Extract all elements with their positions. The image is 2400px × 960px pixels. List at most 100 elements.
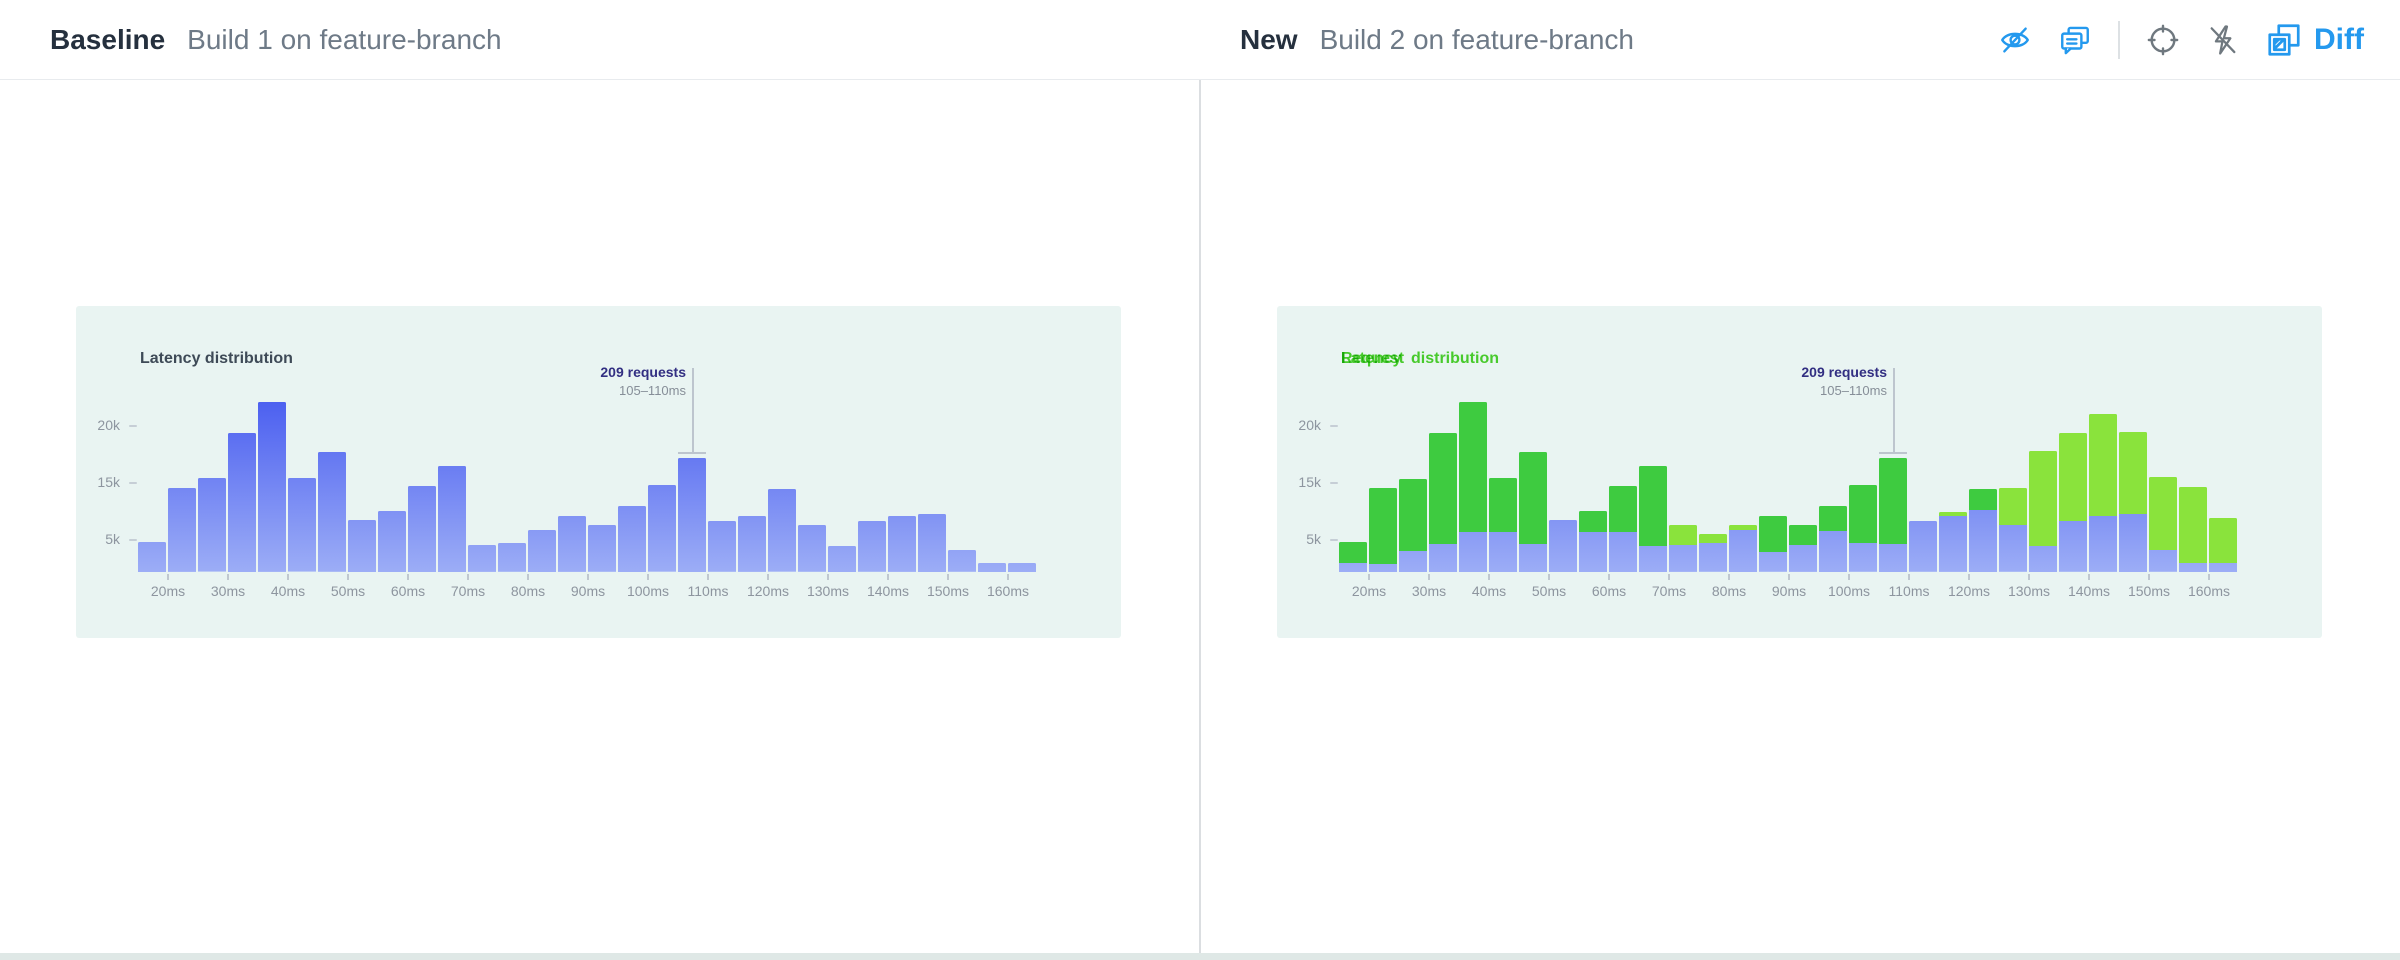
annotation-range: 105–110ms bbox=[1820, 383, 1887, 398]
diff-histogram-bar bbox=[2209, 517, 2237, 572]
diff-histogram-bar bbox=[1999, 488, 2027, 572]
crosshair-icon[interactable] bbox=[2146, 23, 2180, 57]
diff-changed-segment bbox=[2149, 477, 2177, 551]
x-axis-label: 40ms bbox=[270, 583, 306, 599]
toolbar: Diff bbox=[1998, 0, 2364, 80]
x-axis-label: 20ms bbox=[1351, 583, 1387, 599]
y-axis-tick bbox=[1330, 539, 1338, 541]
x-axis-label: 50ms bbox=[330, 583, 366, 599]
x-axis-tick bbox=[1428, 574, 1430, 580]
diff-changed-segment bbox=[1609, 485, 1637, 532]
histogram-bar bbox=[618, 505, 646, 572]
histogram-bar bbox=[588, 525, 616, 572]
x-axis-tick bbox=[707, 574, 709, 580]
x-axis-label: 60ms bbox=[1591, 583, 1627, 599]
histogram-bar bbox=[648, 485, 676, 572]
x-axis-tick bbox=[1368, 574, 1370, 580]
zap-off-icon[interactable] bbox=[2206, 23, 2240, 57]
x-axis-label: 140ms bbox=[866, 583, 910, 599]
bar-overlap-segment bbox=[1609, 532, 1637, 572]
eye-off-icon[interactable] bbox=[1998, 23, 2032, 57]
diff-changed-segment bbox=[1489, 478, 1517, 532]
diff-histogram-bar bbox=[1699, 533, 1727, 572]
chart-title-new-word: Request bbox=[1341, 350, 1405, 367]
x-axis-tick bbox=[1548, 574, 1550, 580]
diff-changed-segment bbox=[2059, 432, 2087, 522]
bottom-edge-strip bbox=[0, 953, 2400, 960]
x-axis-tick bbox=[2148, 574, 2150, 580]
bar-overlap-segment bbox=[2149, 550, 2177, 572]
diff-histogram-bar bbox=[1909, 521, 1937, 572]
chart-title: Latency distribution bbox=[140, 350, 293, 367]
diff-histogram-bar bbox=[1339, 541, 1367, 572]
diff-changed-segment bbox=[2089, 413, 2117, 517]
diff-changed-segment bbox=[1729, 525, 1757, 530]
chart-title-old-word: Latency bbox=[1341, 350, 1402, 367]
y-axis-tick bbox=[1330, 482, 1338, 484]
annotation-line bbox=[1893, 368, 1895, 452]
diff-layers-icon bbox=[2266, 22, 2302, 58]
annotation-line bbox=[692, 368, 694, 452]
diff-histogram-bar bbox=[1399, 478, 1427, 572]
histogram-bar bbox=[708, 521, 736, 572]
diff-histogram-bar bbox=[1789, 525, 1817, 572]
bar-overlap-segment bbox=[1999, 525, 2027, 572]
diff-histogram-bar bbox=[1579, 510, 1607, 572]
y-axis-tick bbox=[129, 539, 137, 541]
diff-changed-segment bbox=[1369, 488, 1397, 564]
bar-overlap-segment bbox=[1819, 530, 1847, 572]
x-axis-label: 80ms bbox=[1711, 583, 1747, 599]
x-axis-tick bbox=[1908, 574, 1910, 580]
x-axis-label: 120ms bbox=[746, 583, 790, 599]
histogram-bar bbox=[678, 457, 706, 572]
diff-changed-segment bbox=[2209, 517, 2237, 563]
y-axis-label: 5k bbox=[1306, 531, 1321, 547]
bar-overlap-segment bbox=[1879, 543, 1907, 572]
diff-histogram-bar bbox=[1489, 478, 1517, 572]
x-axis-tick bbox=[887, 574, 889, 580]
toolbar-separator bbox=[2118, 21, 2121, 59]
annotation-line-cap bbox=[678, 452, 706, 454]
diff-histogram-bar bbox=[1519, 452, 1547, 572]
diff-histogram-bar bbox=[2119, 431, 2147, 572]
histogram-bar bbox=[858, 521, 886, 572]
histogram-bar bbox=[738, 516, 766, 572]
diff-toggle[interactable]: Diff bbox=[2266, 22, 2364, 58]
new-build-name: Build 2 on feature-branch bbox=[1319, 24, 1635, 55]
diff-changed-segment bbox=[1939, 512, 1967, 517]
histogram-bars bbox=[138, 402, 1036, 572]
diff-changed-segment bbox=[1669, 525, 1697, 546]
histogram-bar bbox=[558, 516, 586, 572]
bar-overlap-segment bbox=[1369, 563, 1397, 572]
diff-changed-segment bbox=[1969, 489, 1997, 510]
baseline-label: Baseline bbox=[50, 24, 166, 55]
histogram-bar bbox=[978, 563, 1006, 572]
new-label: New bbox=[1240, 24, 1298, 55]
histogram-bar bbox=[258, 402, 286, 572]
diff-histogram-bar bbox=[1429, 432, 1457, 572]
x-axis-label: 70ms bbox=[450, 583, 486, 599]
diff-changed-segment bbox=[1519, 452, 1547, 544]
x-axis-label: 130ms bbox=[2007, 583, 2051, 599]
histogram-bar bbox=[768, 489, 796, 572]
bar-overlap-segment bbox=[1399, 550, 1427, 572]
baseline-build-name: Build 1 on feature-branch bbox=[187, 24, 502, 55]
annotation: 209 requests 105–110ms bbox=[1801, 364, 1887, 398]
bar-overlap-segment bbox=[1579, 532, 1607, 572]
bar-overlap-segment bbox=[1969, 509, 1997, 572]
top-bar: Baseline Build 1 on feature-branch New B… bbox=[0, 0, 2400, 80]
y-axis-tick bbox=[129, 425, 137, 427]
histogram-bar bbox=[1008, 563, 1036, 572]
comments-icon[interactable] bbox=[2058, 23, 2092, 57]
diff-histogram-bar bbox=[2149, 477, 2177, 572]
diff-histogram-bar bbox=[1849, 485, 1877, 572]
diff-histogram-bar bbox=[1549, 520, 1577, 572]
x-axis-label: 30ms bbox=[1411, 583, 1447, 599]
diff-changed-segment bbox=[1579, 510, 1607, 532]
histogram-bar bbox=[168, 488, 196, 572]
histogram-bar bbox=[408, 485, 436, 572]
x-axis-tick bbox=[527, 574, 529, 580]
x-axis-label: 90ms bbox=[1771, 583, 1807, 599]
diff-changed-segment bbox=[1879, 457, 1907, 544]
